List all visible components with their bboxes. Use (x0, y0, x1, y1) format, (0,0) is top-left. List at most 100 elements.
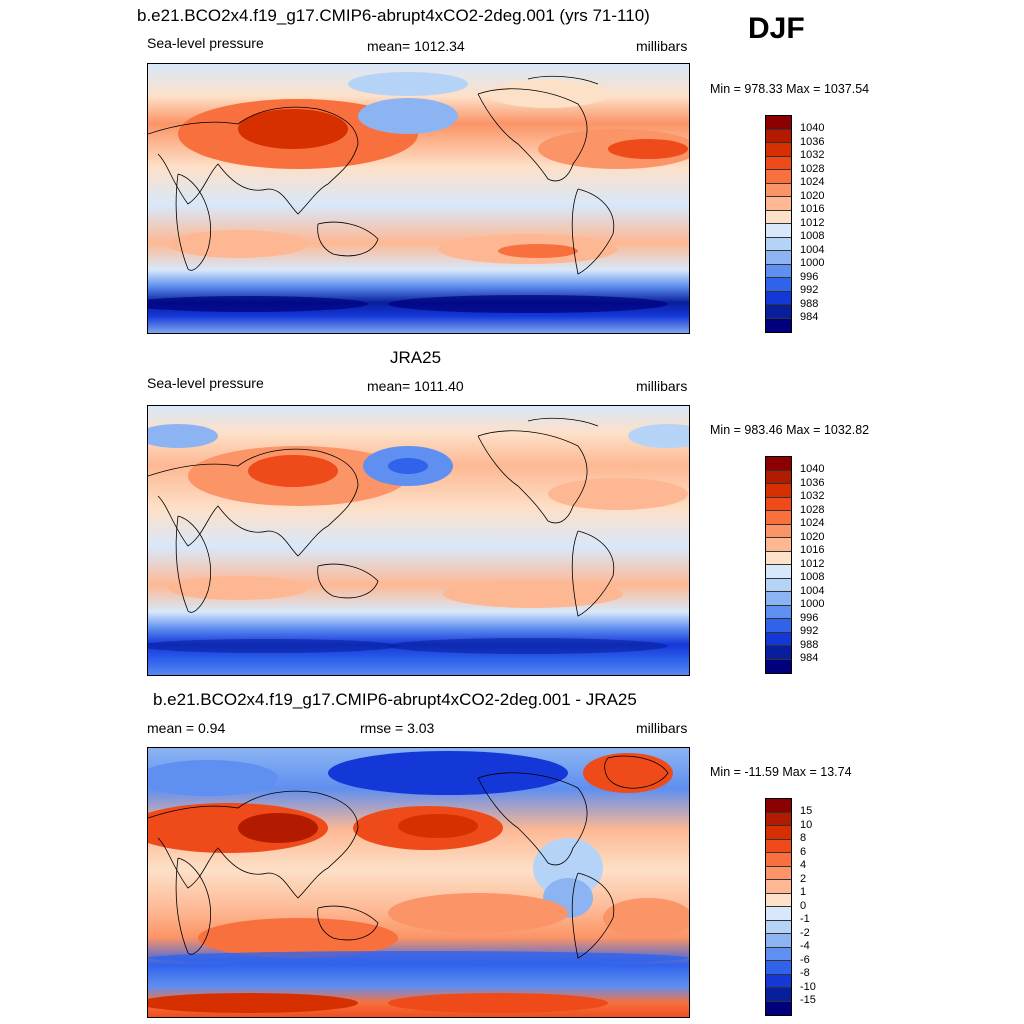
legend-label: 988 (800, 298, 819, 310)
legend-label: 1012 (800, 217, 825, 229)
legend-swatch (766, 920, 791, 934)
legend-label: 0 (800, 900, 807, 912)
panel-3-rmse-label: rmse = 3.03 (360, 720, 435, 736)
panel-3-units-label: millibars (636, 720, 688, 736)
legend-label: 1008 (800, 571, 825, 583)
legend-label: -4 (800, 940, 810, 952)
legend-swatch (766, 934, 791, 948)
legend-label: -1 (800, 913, 810, 925)
legend-swatch (766, 224, 791, 238)
panel-2-mean-label: mean= 1011.40 (367, 378, 464, 394)
panel-2-legend (765, 456, 792, 674)
legend-label: 1040 (800, 463, 825, 475)
legend-label: 1024 (800, 517, 825, 529)
legend-label: 1004 (800, 585, 825, 597)
legend-swatch (766, 866, 791, 880)
legend-swatch (766, 907, 791, 921)
legend-swatch (766, 143, 791, 157)
legend-swatch (766, 305, 791, 319)
legend-swatch (766, 524, 791, 538)
legend-label: 996 (800, 271, 819, 283)
legend-label: 1000 (800, 257, 825, 269)
legend-swatch (766, 170, 791, 184)
legend-label: 1036 (800, 477, 825, 489)
legend-swatch (766, 659, 791, 673)
legend-swatch (766, 974, 791, 988)
legend-swatch (766, 264, 791, 278)
panel-3-mean-label: mean = 0.94 (147, 720, 226, 736)
legend-label: 2 (800, 873, 807, 885)
legend-swatch (766, 538, 791, 552)
legend-label: 996 (800, 612, 819, 624)
panel-2-map (147, 405, 690, 676)
legend-label: 15 (800, 805, 813, 817)
panel-1-mean-label: mean= 1012.34 (367, 38, 465, 54)
panel-3-legend (765, 798, 792, 1016)
legend-swatch (766, 156, 791, 170)
legend-swatch (766, 799, 791, 813)
legend-swatch (766, 318, 791, 332)
panel-2-title: JRA25 (390, 348, 442, 367)
legend-swatch (766, 988, 791, 1002)
legend-swatch (766, 183, 791, 197)
legend-label: 4 (800, 859, 807, 871)
legend-label: 1028 (800, 163, 825, 175)
legend-label: 8 (800, 832, 807, 844)
legend-label: 1012 (800, 558, 825, 570)
panel-1-map (147, 63, 690, 334)
legend-label: 1032 (800, 149, 825, 161)
legend-swatch (766, 457, 791, 471)
legend-label: -6 (800, 954, 810, 966)
legend-swatch (766, 853, 791, 867)
legend-swatch (766, 116, 791, 130)
panel-3-title: b.e21.BCO2x4.f19_g17.CMIP6-abrupt4xCO2-2… (153, 690, 637, 709)
legend-swatch (766, 278, 791, 292)
legend-swatch (766, 646, 791, 660)
legend-label: 1036 (800, 136, 825, 148)
legend-label: 1032 (800, 490, 825, 502)
panel-2-variable-label: Sea-level pressure (147, 375, 264, 391)
panel-2-minmax: Min = 983.46 Max = 1032.82 (710, 423, 870, 437)
legend-label: 1024 (800, 176, 825, 188)
legend-label: 1016 (800, 203, 825, 215)
legend-swatch (766, 237, 791, 251)
panel-1-units-label: millibars (636, 38, 688, 54)
legend-label: 1016 (800, 544, 825, 556)
legend-label: 1008 (800, 230, 825, 242)
panel-1-legend (765, 115, 792, 333)
legend-swatch (766, 197, 791, 211)
legend-swatch (766, 551, 791, 565)
legend-label: 1000 (800, 598, 825, 610)
legend-swatch (766, 470, 791, 484)
legend-label: 984 (800, 652, 819, 664)
panel-3-minmax: Min = -11.59 Max = 13.74 (710, 765, 852, 779)
legend-swatch (766, 605, 791, 619)
panel-2-units-label: millibars (636, 378, 688, 394)
legend-label: -10 (800, 981, 816, 993)
legend-swatch (766, 210, 791, 224)
legend-label: 1004 (800, 244, 825, 256)
legend-swatch (766, 961, 791, 975)
legend-label: 992 (800, 284, 819, 296)
legend-label: 10 (800, 819, 813, 831)
legend-label: 992 (800, 625, 819, 637)
legend-label: 1040 (800, 122, 825, 134)
legend-swatch (766, 632, 791, 646)
legend-swatch (766, 251, 791, 265)
legend-swatch (766, 129, 791, 143)
panel-3-map (147, 747, 690, 1018)
legend-label: 1028 (800, 504, 825, 516)
panel-1-minmax: Min = 978.33 Max = 1037.54 (710, 82, 870, 96)
legend-label: 1 (800, 886, 807, 898)
legend-swatch (766, 497, 791, 511)
legend-swatch (766, 592, 791, 606)
legend-swatch (766, 619, 791, 633)
legend-swatch (766, 511, 791, 525)
legend-swatch (766, 1001, 791, 1015)
legend-label: -2 (800, 927, 810, 939)
legend-swatch (766, 826, 791, 840)
legend-label: -15 (800, 994, 816, 1006)
legend-swatch (766, 893, 791, 907)
legend-swatch (766, 484, 791, 498)
legend-label: 988 (800, 639, 819, 651)
